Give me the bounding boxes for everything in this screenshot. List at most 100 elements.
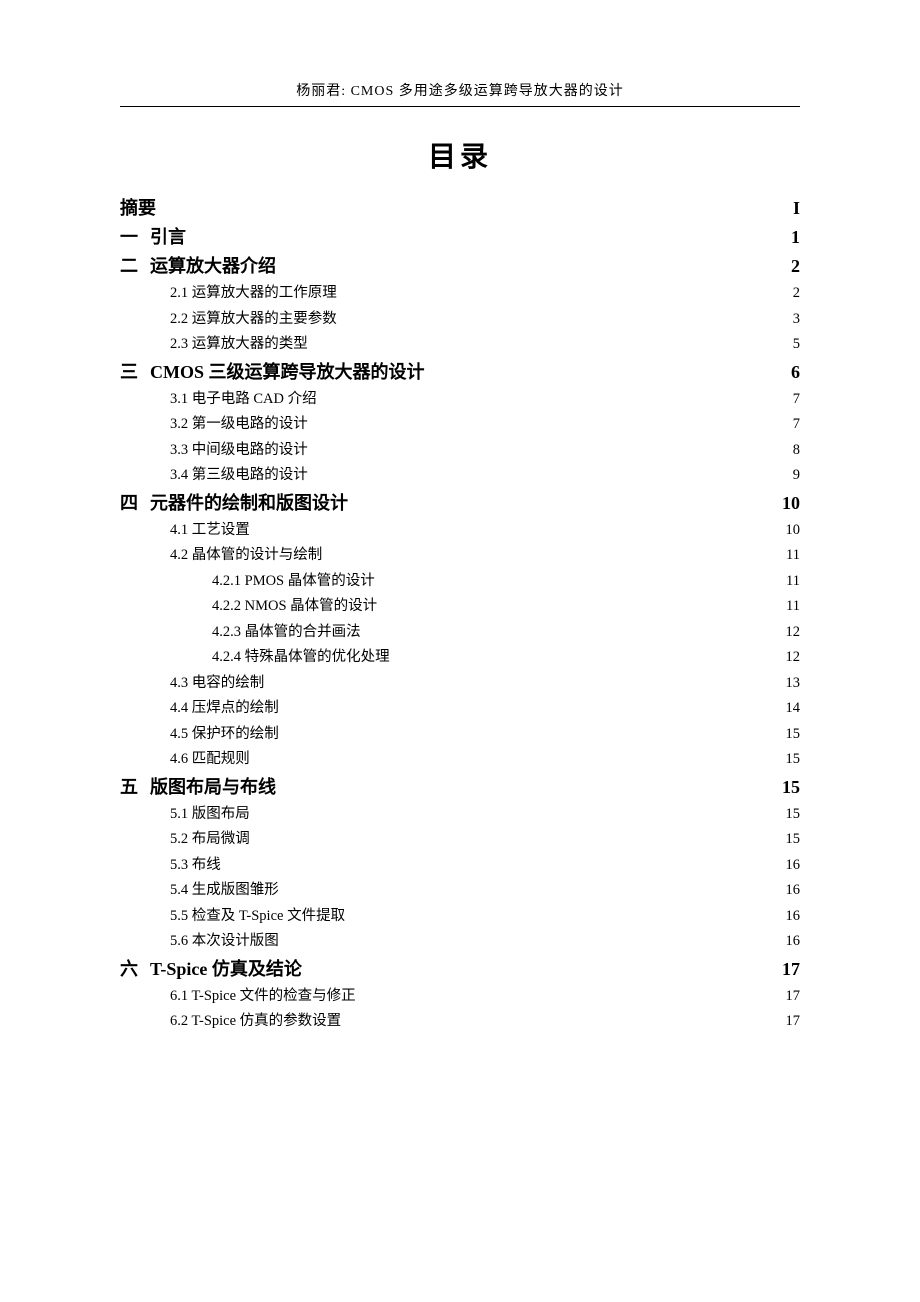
toc-entry: 6.2 T-Spice 仿真的参数设置 17 [120,1014,800,1029]
toc-entry: 5.6 本次设计版图16 [120,934,800,949]
toc-page-number: 16 [786,883,801,898]
toc-entry-label: 3.3 中间级电路的设计 [170,443,308,458]
toc-chapter-number: 一 [120,228,144,246]
toc-entry-text: CMOS 三级运算跨导放大器的设计 [150,362,425,382]
toc-entry: 4.2.4 特殊晶体管的优化处理 12 [120,650,800,665]
toc-entry-label: 4.5 保护环的绘制 [170,727,279,742]
toc-entry: 4.2.3 晶体管的合并画法 12 [120,625,800,640]
toc-entry: 2.1 运算放大器的工作原理 2 [120,286,800,301]
toc-entry: 3.4 第三级电路的设计 9 [120,468,800,483]
toc-page-number: 7 [793,392,800,407]
toc-page-number: 17 [786,989,801,1004]
toc-entry: 四元器件的绘制和版图设计10 [120,494,800,512]
toc-entry: 5.5 检查及 T-Spice 文件提取 16 [120,909,800,924]
toc-entry: 4.3 电容的绘制 13 [120,676,800,691]
page-container: 杨丽君: CMOS 多用途多级运算跨导放大器的设计 目录 摘要 I 一引言 1 二运算放… [0,0,920,1100]
toc-entry-label: 摘要 [120,199,156,217]
toc-entry-label: 4.6 匹配规则 [170,752,250,767]
toc-page-number: 2 [791,257,800,275]
table-of-contents: 摘要 I 一引言 1 二运算放大器介绍 2 2.1 运算放大器的工作原理 2 2.2 运算放大器… [120,199,800,1029]
toc-chapter-number: 六 [120,960,144,978]
toc-page-number: 14 [786,701,801,716]
toc-page-number: 10 [786,523,801,538]
toc-entry: 4.2.1 PMOS 晶体管的设计 11 [120,574,800,589]
toc-page-number: 5 [793,337,800,352]
toc-entry: 一引言 1 [120,228,800,246]
toc-page-number: 11 [786,574,800,589]
toc-entry-label: 四元器件的绘制和版图设计 [120,494,348,512]
toc-entry: 六 T-Spice 仿真及结论 17 [120,960,800,978]
toc-entry-label: 三 CMOS 三级运算跨导放大器的设计 [120,363,425,381]
header-rule [120,106,800,107]
toc-chapter-number: 五 [120,778,144,796]
toc-entry: 4.1 工艺设置 10 [120,523,800,538]
toc-entry: 3.1 电子电路 CAD 介绍 7 [120,392,800,407]
toc-page-number: 16 [786,909,801,924]
toc-entry-label: 一引言 [120,228,186,246]
toc-page-number: 17 [786,1014,801,1029]
toc-chapter-number: 三 [120,363,144,381]
toc-entry: 5.4 生成版图雏形 16 [120,883,800,898]
toc-page-number: 16 [786,858,801,873]
toc-entry: 摘要 I [120,199,800,217]
toc-entry-label: 4.2.1 PMOS 晶体管的设计 [212,574,375,589]
toc-entry: 4.2.2 NMOS 晶体管的设计 11 [120,599,800,614]
toc-entry: 4.2 晶体管的设计与绘制11 [120,548,800,563]
toc-entry: 5.3 布线 16 [120,858,800,873]
toc-entry-label: 2.3 运算放大器的类型 [170,337,308,352]
toc-entry: 二运算放大器介绍 2 [120,257,800,275]
toc-chapter-number: 二 [120,257,144,275]
toc-entry-label: 3.2 第一级电路的设计 [170,417,308,432]
toc-entry-label: 二运算放大器介绍 [120,257,276,275]
toc-chapter-number: 四 [120,494,144,512]
toc-page-number: 17 [782,960,800,978]
toc-entry-label: 5.5 检查及 T-Spice 文件提取 [170,909,345,924]
toc-page-number: 6 [791,363,800,381]
toc-entry-label: 五版图布局与布线 [120,778,276,796]
toc-page-number: 9 [793,468,800,483]
toc-entry: 4.6 匹配规则 15 [120,752,800,767]
toc-entry-label: 5.4 生成版图雏形 [170,883,279,898]
toc-entry-label: 6.1 T-Spice 文件的检查与修正 [170,989,356,1004]
toc-entry-text: 运算放大器介绍 [150,256,276,276]
toc-page-number: 7 [793,417,800,432]
toc-entry: 2.2 运算放大器的主要参数3 [120,312,800,327]
toc-entry-label: 4.4 压焊点的绘制 [170,701,279,716]
toc-page-number: 15 [782,778,800,796]
toc-entry-label: 4.2 晶体管的设计与绘制 [170,548,322,563]
toc-page-number: 13 [786,676,801,691]
toc-entry-label: 4.3 电容的绘制 [170,676,264,691]
toc-page-number: I [793,199,800,217]
toc-entry-text: 引言 [150,227,186,247]
toc-title: 目录 [120,135,800,175]
running-header: 杨丽君: CMOS 多用途多级运算跨导放大器的设计 [120,80,800,104]
toc-entry-label: 4.1 工艺设置 [170,523,250,538]
toc-entry-label: 4.2.4 特殊晶体管的优化处理 [212,650,390,665]
toc-entry-label: 3.1 电子电路 CAD 介绍 [170,392,317,407]
toc-entry: 三 CMOS 三级运算跨导放大器的设计 6 [120,363,800,381]
toc-page-number: 2 [793,286,800,301]
toc-page-number: 12 [786,650,801,665]
toc-page-number: 12 [786,625,801,640]
toc-entry: 4.5 保护环的绘制15 [120,727,800,742]
toc-entry-label: 5.3 布线 [170,858,221,873]
toc-entry: 3.3 中间级电路的设计8 [120,443,800,458]
toc-entry-text: T-Spice 仿真及结论 [150,959,302,979]
toc-entry-label: 3.4 第三级电路的设计 [170,468,308,483]
toc-entry-label: 4.2.2 NMOS 晶体管的设计 [212,599,377,614]
toc-entry-label: 5.2 布局微调 [170,832,250,847]
toc-entry: 4.4 压焊点的绘制 14 [120,701,800,716]
toc-entry: 3.2 第一级电路的设计 7 [120,417,800,432]
toc-page-number: 3 [793,312,800,327]
toc-page-number: 15 [786,807,801,822]
toc-entry-label: 6.2 T-Spice 仿真的参数设置 [170,1014,341,1029]
toc-entry-label: 4.2.3 晶体管的合并画法 [212,625,361,640]
toc-entry-text: 元器件的绘制和版图设计 [150,493,348,513]
toc-page-number: 1 [791,228,800,246]
toc-entry: 6.1 T-Spice 文件的检查与修正 17 [120,989,800,1004]
toc-page-number: 15 [786,752,801,767]
toc-entry: 5.2 布局微调 15 [120,832,800,847]
toc-page-number: 11 [786,599,800,614]
toc-entry-label: 2.1 运算放大器的工作原理 [170,286,337,301]
toc-page-number: 15 [786,832,801,847]
